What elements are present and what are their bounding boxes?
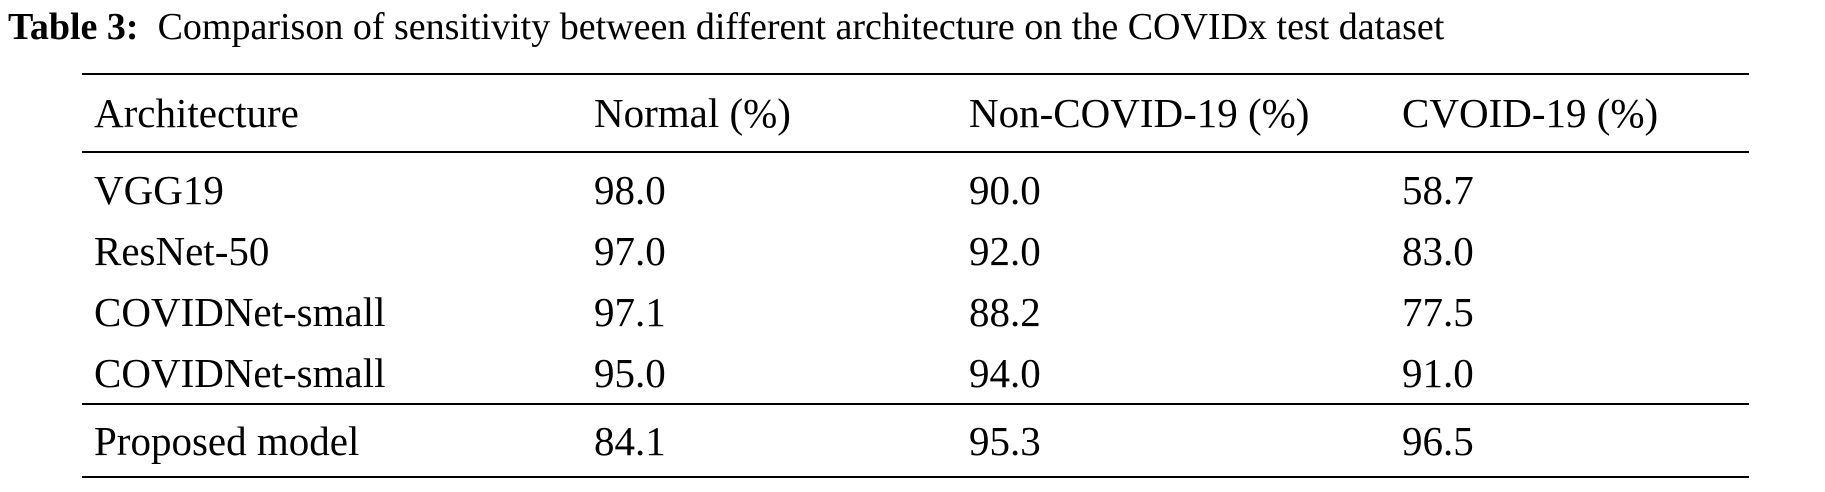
cell-normal: 97.1 [594,288,666,335]
header-architecture: Architecture [94,90,299,136]
cell-non-covid: 90.0 [969,166,1041,213]
header-covid: CVOID-19 (%) [1402,90,1659,136]
table-caption-label: Table 3: [8,6,139,48]
table-row: VGG19 98.0 90.0 58.7 [82,152,1749,220]
cell-normal: 97.0 [594,227,666,274]
cell-covid: 77.5 [1402,288,1474,335]
cell-architecture: COVIDNet-small [94,288,386,335]
cell-non-covid: 94.0 [969,349,1041,396]
sensitivity-table: Architecture Normal (%) Non-COVID-19 (%)… [82,73,1749,478]
table-row: COVIDNet-small 95.0 94.0 91.0 [82,342,1749,404]
cell-architecture: ResNet-50 [94,227,270,274]
cell-normal: 84.1 [594,417,666,464]
cell-normal: 95.0 [594,349,666,396]
table-header-row: Architecture Normal (%) Non-COVID-19 (%)… [82,74,1749,152]
table-caption: Table 3: Comparison of sensitivity betwe… [8,2,1820,52]
cell-architecture: VGG19 [94,166,224,213]
cell-architecture: COVIDNet-small [94,349,386,396]
cell-normal: 98.0 [594,166,666,213]
cell-covid: 83.0 [1402,227,1474,274]
cell-non-covid: 95.3 [969,417,1041,464]
cell-covid: 91.0 [1402,349,1474,396]
cell-architecture: Proposed model [94,417,360,464]
cell-non-covid: 92.0 [969,227,1041,274]
cell-covid: 58.7 [1402,166,1474,213]
results-table-container: Architecture Normal (%) Non-COVID-19 (%)… [82,73,1749,478]
table-row: ResNet-50 97.0 92.0 83.0 [82,220,1749,281]
cell-covid: 96.5 [1402,417,1474,464]
table-row: COVIDNet-small 97.1 88.2 77.5 [82,281,1749,342]
header-non-covid: Non-COVID-19 (%) [969,90,1310,136]
cell-non-covid: 88.2 [969,288,1041,335]
table-caption-text: Comparison of sensitivity between differ… [157,6,1445,48]
proposed-model-row: Proposed model 84.1 95.3 96.5 [82,404,1749,477]
header-normal: Normal (%) [594,90,791,136]
